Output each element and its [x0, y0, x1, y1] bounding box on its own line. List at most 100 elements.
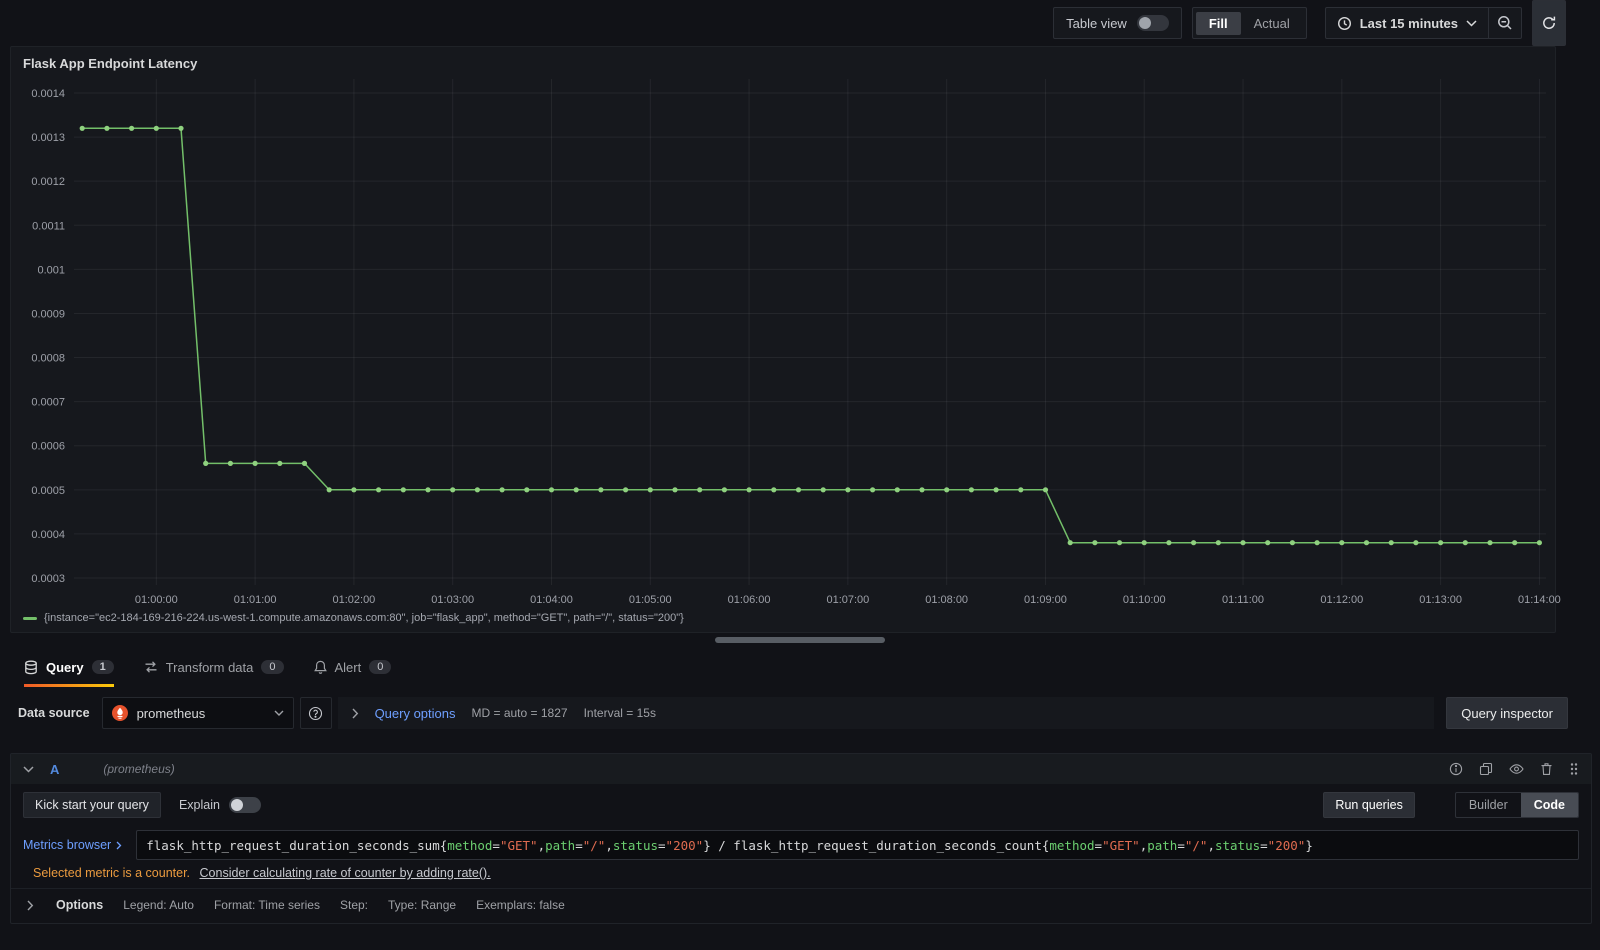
panel-toolbar: Table view Fill Actual Last 15 minutes — [0, 0, 1600, 46]
magnifier-minus-icon — [1498, 16, 1512, 30]
table-view-toggle[interactable] — [1136, 15, 1169, 31]
tab-label: Query — [46, 659, 84, 675]
tab-count-badge: 0 — [261, 660, 284, 674]
y-axis-tick: 0.0012 — [31, 176, 65, 188]
time-range-button[interactable]: Last 15 minutes — [1326, 8, 1488, 38]
chevron-down-icon — [1466, 19, 1477, 27]
chevron-right-icon[interactable] — [27, 900, 34, 911]
refresh-button[interactable] — [1532, 0, 1566, 46]
builder-mode-button[interactable]: Builder — [1468, 798, 1508, 812]
chevron-down-icon — [274, 710, 284, 716]
trash-icon[interactable] — [1540, 762, 1553, 776]
chevron-down-icon[interactable] — [23, 765, 34, 773]
horizontal-scrollbar[interactable] — [715, 637, 885, 643]
clock-icon — [1337, 16, 1351, 30]
database-icon — [25, 660, 37, 674]
chevron-right-icon — [352, 708, 358, 718]
copy-icon[interactable] — [1479, 762, 1493, 776]
chart-gridlines — [74, 79, 1546, 585]
latency-chart[interactable]: 0.0014 0.0013 0.0012 0.0011 0.001 0.0009 0.000… — [16, 73, 1561, 611]
promql-expression-input[interactable]: flask_http_request_duration_seconds_sum{… — [136, 830, 1579, 860]
x-axis-tick: 01:00:00 — [135, 594, 178, 606]
run-queries-button[interactable]: Run queries — [1323, 792, 1415, 818]
y-axis-tick: 0.001 — [37, 264, 65, 276]
tab-transform-data[interactable]: Transform data 0 — [144, 647, 284, 687]
fill-actual-group: Fill Actual — [1191, 7, 1307, 39]
y-axis-tick: 0.0009 — [31, 308, 65, 320]
x-axis-tick: 01:02:00 — [332, 594, 375, 606]
y-axis-tick: 0.0013 — [31, 132, 65, 144]
query-options-summary[interactable]: Options Legend: Auto Format: Time series… — [11, 888, 1591, 923]
tab-count-badge: 0 — [369, 660, 392, 674]
latency-panel: Flask App Endpoint Latency 0.0014 0.0013 0… — [10, 46, 1561, 633]
metrics-browser-label: Metrics browser — [23, 838, 112, 852]
query-toolbar: Kick start your query Explain Run querie… — [11, 784, 1591, 824]
time-picker-group: Last 15 minutes — [1324, 7, 1522, 39]
y-axis-tick: 0.0014 — [31, 88, 65, 100]
actual-button[interactable]: Actual — [1253, 15, 1290, 31]
editor-tabbar: Query 1 Transform data 0 Alert 0 — [0, 647, 1600, 687]
divider — [1488, 8, 1489, 38]
datasource-help-button[interactable] — [299, 697, 332, 729]
y-axis-tick: 0.0003 — [31, 573, 65, 585]
x-axis-tick: 01:01:00 — [234, 594, 277, 606]
explain-toggle[interactable] — [228, 797, 261, 813]
query-ref-id: A — [50, 761, 60, 777]
chart-series-points[interactable] — [79, 125, 1542, 546]
chevron-right-icon — [116, 841, 122, 849]
question-circle-icon — [309, 706, 323, 720]
options-legend: Legend: Auto — [123, 898, 194, 912]
query-editor-row: Metrics browser flask_http_request_durat… — [11, 824, 1591, 862]
x-axis-tick: 01:07:00 — [826, 594, 869, 606]
bell-icon — [313, 660, 327, 674]
table-view-toggle-control[interactable]: Table view — [1053, 7, 1182, 39]
grip-dots-icon[interactable] — [1569, 762, 1579, 776]
explain-label: Explain — [178, 798, 220, 812]
datasource-picker[interactable]: prometheus — [101, 697, 294, 729]
query-header[interactable]: A (prometheus) — [11, 754, 1591, 784]
legend-swatch — [23, 616, 37, 620]
metrics-browser-link[interactable]: Metrics browser — [23, 838, 122, 852]
tab-alert[interactable]: Alert 0 — [313, 647, 392, 687]
x-axis-tick: 01:06:00 — [728, 594, 771, 606]
refresh-icon — [1543, 16, 1556, 29]
chart-series-line[interactable] — [82, 127, 1540, 544]
fill-button[interactable]: Fill — [1195, 11, 1241, 35]
datasource-label: Data source — [18, 706, 90, 720]
y-axis-tick: 0.0005 — [31, 485, 65, 497]
tab-query[interactable]: Query 1 — [24, 647, 114, 687]
options-format: Format: Time series — [213, 898, 320, 912]
x-axis-tick: 01:10:00 — [1123, 594, 1166, 606]
options-exemplars: Exemplars: false — [476, 898, 565, 912]
query-options-link[interactable]: Query options — [374, 705, 456, 721]
x-axis-tick: 01:04:00 — [530, 594, 573, 606]
counter-warning: Selected metric is a counter. Consider c… — [11, 862, 1591, 888]
zoom-out-button[interactable] — [1489, 8, 1521, 38]
x-axis-tick: 01:13:00 — [1419, 594, 1462, 606]
warning-text: Selected metric is a counter. — [33, 866, 191, 880]
x-axis-tick: 01:11:00 — [1222, 594, 1264, 606]
query-inspector-button[interactable]: Query inspector — [1446, 697, 1568, 729]
kick-start-query-button[interactable]: Kick start your query — [23, 792, 161, 818]
y-axis-tick: 0.0008 — [31, 353, 65, 365]
toggle-knob — [1138, 17, 1151, 29]
options-label: Options — [56, 898, 104, 912]
code-mode-button[interactable]: Code — [1520, 793, 1578, 817]
y-axis-tick: 0.0006 — [31, 441, 65, 453]
builder-code-switch: Builder Code — [1454, 792, 1579, 818]
warning-rate-link[interactable]: Consider calculating rate of counter by … — [199, 866, 491, 880]
legend-item[interactable]: {instance="ec2-184-169-216-224.us-west-1… — [11, 611, 1555, 632]
interval-text: Interval = 15s — [583, 706, 656, 720]
explain-control: Explain — [179, 797, 261, 813]
options-type: Type: Range — [388, 898, 457, 912]
info-circle-icon[interactable] — [1449, 762, 1463, 776]
x-axis-tick: 01:03:00 — [431, 594, 474, 606]
eye-icon[interactable] — [1509, 763, 1524, 775]
x-axis-tick: 01:14:00 — [1518, 594, 1561, 606]
y-axis-tick: 0.0007 — [31, 397, 65, 409]
query-datasource-hint: (prometheus) — [103, 762, 175, 776]
legend-label: {instance="ec2-184-169-216-224.us-west-1… — [44, 612, 684, 624]
x-axis-tick: 01:05:00 — [629, 594, 672, 606]
options-step: Step: — [339, 898, 369, 912]
query-options-bar[interactable]: Query options MD = auto = 1827 Interval … — [337, 697, 1435, 729]
